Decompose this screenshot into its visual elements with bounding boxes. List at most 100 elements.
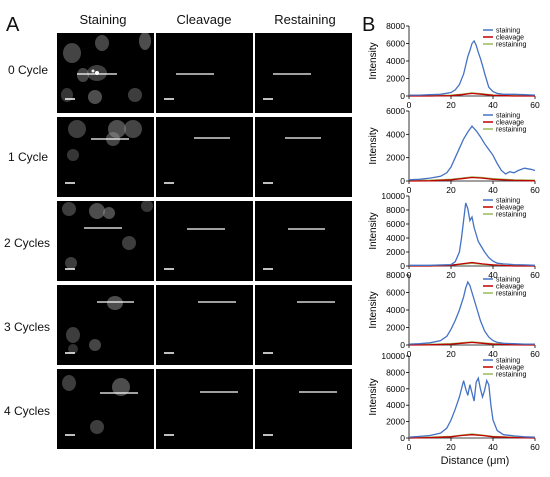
x-tick-label: 60 [530,270,540,280]
micrograph-cleavage-0 [156,33,253,113]
row-label-4-cycles: 4 Cycles [4,404,51,418]
legend-label-restaining: restaining [496,212,526,219]
micrograph-cleavage-4 [156,369,253,449]
legend-label-restaining: restaining [496,291,526,298]
y-tick-label: 2000 [386,323,405,333]
y-tick-label: 2000 [386,247,405,257]
micrograph-staining-2 [57,201,154,281]
row-label-2-cycles: 2 Cycles [4,236,51,250]
micrograph-staining-1 [57,117,154,197]
legend-label-cleavage: cleavage [496,120,524,127]
column-header-restaining: Restaining [274,12,336,27]
micrograph-cleavage-3 [156,285,253,365]
column-header-cleavage: Cleavage [176,12,232,27]
row-label-3-cycles: 3 Cycles [4,320,51,334]
micrograph-restaining-0 [255,33,352,113]
legend-label-cleavage: cleavage [496,365,524,372]
x-tick-label: 0 [407,349,412,359]
series-line-cleavage [408,434,536,439]
y-tick-label: 2000 [386,153,405,163]
x-tick-label: 20 [446,442,456,452]
y-tick-label: 6000 [386,39,405,49]
y-tick-label: 8000 [386,205,405,215]
micrograph-cleavage-1 [156,117,253,197]
y-tick-label: 4000 [386,400,405,410]
y-tick-label: 0 [400,340,405,350]
y-tick-label: 6000 [386,106,405,116]
y-tick-label: 0 [400,176,405,186]
row-label-0-cycle: 0 Cycle [8,63,49,77]
y-tick-label: 2000 [386,417,405,427]
x-tick-label: 60 [530,442,540,452]
micrograph-staining-4 [57,369,154,449]
series-line-staining [408,125,536,181]
legend-label-cleavage: cleavage [496,35,524,42]
micrograph-restaining-4 [255,369,352,449]
micrograph-restaining-3 [255,285,352,365]
row-label-1-cycle: 1 Cycle [8,150,49,164]
micrograph-cleavage-2 [156,201,253,281]
legend-label-restaining: restaining [496,127,526,134]
micrograph-staining-3 [57,285,154,365]
legend-label-restaining: restaining [496,42,526,49]
x-tick-label: 0 [407,442,412,452]
series-line-staining [409,39,536,96]
x-tick-label: 0 [407,100,412,110]
legend-label-staining: staining [496,358,520,365]
legend-label-staining: staining [496,198,520,205]
y-tick-label: 6000 [386,219,405,229]
legend-label-restaining: restaining [496,372,526,379]
x-tick-label: 20 [446,349,456,359]
y-tick-label: 4000 [386,305,405,315]
x-tick-label: 40 [488,100,498,110]
y-tick-label: 2000 [386,74,405,84]
y-tick-label: 4000 [386,129,405,139]
series-line-cleavage [409,92,535,97]
x-tick-label: 40 [488,349,498,359]
y-tick-label: 10000 [381,351,405,361]
micrograph-restaining-1 [255,117,352,197]
column-header-staining: Staining [79,12,127,27]
series-line-cleavage [409,261,535,267]
legend-label-cleavage: cleavage [496,205,524,212]
y-tick-label: 0 [400,91,405,101]
x-tick-label: 40 [488,442,498,452]
x-tick-label: 60 [530,185,540,195]
y-tick-label: 10000 [381,191,405,201]
series-line-cleavage [408,341,536,346]
legend-label-staining: staining [496,277,520,284]
y-axis-label: Intensity [368,42,379,79]
x-tick-label: 20 [446,185,456,195]
y-tick-label: 6000 [386,288,405,298]
micrograph-staining-0 [57,33,154,113]
series-line-staining [408,376,536,438]
y-axis-label: Intensity [368,212,379,249]
panel-a-label: A [6,14,20,36]
legend-label-cleavage: cleavage [496,284,524,291]
micrograph-restaining-2 [255,201,352,281]
y-tick-label: 8000 [386,21,405,31]
y-tick-label: 6000 [386,384,405,394]
series-line-cleavage [408,176,536,182]
y-axis-label: Intensity [368,291,379,328]
y-tick-label: 8000 [386,367,405,377]
y-tick-label: 4000 [386,233,405,243]
legend-label-staining: staining [496,28,520,35]
y-tick-label: 0 [400,433,405,443]
x-axis-title: Distance (μm) [440,455,510,467]
y-tick-label: 0 [400,261,405,271]
y-tick-label: 4000 [386,56,405,66]
y-axis-label: Intensity [368,378,379,415]
y-tick-label: 8000 [386,270,405,280]
x-tick-label: 40 [488,185,498,195]
panel-b-label: B [362,14,376,36]
x-tick-label: 60 [530,349,540,359]
y-axis-label: Intensity [368,127,379,164]
x-tick-label: 20 [446,270,456,280]
x-tick-label: 40 [488,270,498,280]
x-tick-label: 0 [407,185,412,195]
x-tick-label: 60 [530,100,540,110]
series-line-staining [408,280,535,345]
legend-label-staining: staining [496,113,520,120]
